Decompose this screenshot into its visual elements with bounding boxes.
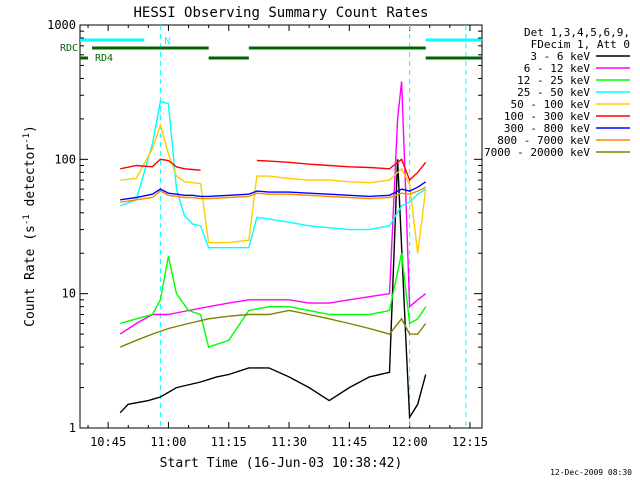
x-tick-label: 12:15 [452,435,488,449]
x-axis-label: Start Time (16-Jun-03 10:38:42) [160,456,403,471]
series-line [119,100,427,249]
y-axis-label-sup1: -1 [22,214,32,225]
attenuator-bars: N RDC RD4 [60,36,482,64]
legend-entry-label: 100 - 300 keV [504,110,590,123]
y-tick-label: 100 [54,152,76,166]
y-axis-label-part1: Count Rate (s [23,225,38,327]
series-line [120,253,427,349]
legend-entry-label: 6 - 12 keV [524,62,591,75]
n-label: N [164,36,170,47]
series-line [119,159,427,420]
y-tick-label: 1 [69,421,76,435]
rdc-label: RDC [60,43,78,54]
legend-entry-label: 7000 - 20000 keV [484,146,590,159]
x-tick-label: 11:45 [331,435,367,449]
x-tick-label: 11:00 [150,435,186,449]
series-line [119,309,427,348]
y-axis-label-sup2: -1 [22,133,32,144]
x-tick-label: 10:45 [90,435,126,449]
y-axis-label: Count Rate (s-1 detector-1) [22,125,38,327]
legend-entry-label: 300 - 800 keV [504,122,590,135]
x-tick-label: 11:15 [211,435,247,449]
timestamp: 12-Dec-2009 08:30 [550,468,632,477]
legend: Det 1,3,4,5,6,9,FDecim 1, Att 03 - 6 keV… [484,26,630,159]
series-line [120,181,427,201]
series-line [120,186,427,203]
legend-entry-label: 12 - 25 keV [517,74,590,87]
y-axis-label-part2: detector [23,144,38,215]
axis-ticks: 10:45 11:00 11:15 11:30 11:45 12:00 12:15 1 10 10… [47,18,488,449]
series-lines [119,81,427,420]
y-tick-label: 1000 [47,18,76,32]
x-tick-label: 11:30 [271,435,307,449]
series-line [120,158,427,182]
legend-entry-label: 50 - 100 keV [511,98,591,111]
legend-entry-label: 25 - 50 keV [517,86,590,99]
legend-header: FDecim 1, Att 0 [531,38,630,51]
y-tick-label: 10 [62,287,76,301]
plot-frame [79,24,483,429]
chart-title: HESSI Observing Summary Count Rates [133,5,428,21]
series-line [119,81,427,335]
dashed-markers [159,25,467,428]
legend-header: Det 1,3,4,5,6,9, [524,26,630,39]
legend-entry-label: 3 - 6 keV [530,50,590,63]
x-tick-label: 12:00 [392,435,428,449]
series-line [120,122,427,254]
y-axis-label-part3: ) [23,125,38,133]
legend-entry-label: 800 - 7000 keV [497,134,590,147]
rd4-label: RD4 [95,53,113,64]
